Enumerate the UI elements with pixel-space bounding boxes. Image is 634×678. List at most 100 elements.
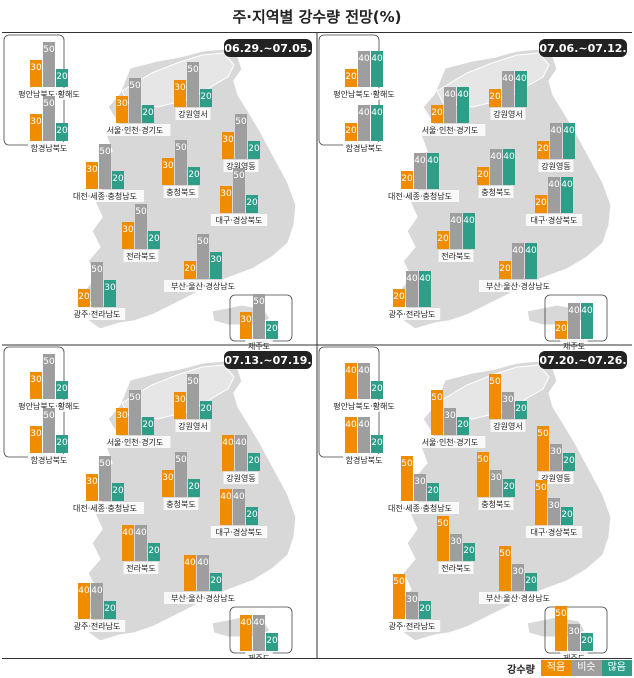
bar-value-label: 20 bbox=[427, 486, 439, 496]
bar-value-label: 20 bbox=[371, 384, 383, 394]
bar-value-label: 40 bbox=[581, 306, 593, 316]
region-label-bg bbox=[163, 186, 199, 198]
bar-value-label: 20 bbox=[246, 510, 258, 520]
bar-value-label: 40 bbox=[358, 108, 370, 118]
bar-value-label: 30 bbox=[444, 411, 456, 421]
bar-value-label: 40 bbox=[512, 246, 524, 256]
region-label-bg bbox=[223, 472, 259, 484]
bar-value-label: 30 bbox=[30, 429, 42, 439]
bar-high bbox=[246, 195, 258, 213]
bar-value-label: 40 bbox=[122, 528, 134, 538]
bar-value-label: 50 bbox=[99, 459, 111, 469]
bar-value-label: 30 bbox=[116, 99, 128, 109]
region-label-bg bbox=[223, 160, 259, 172]
bar-high bbox=[419, 601, 431, 619]
bar-high bbox=[463, 213, 475, 249]
region-label-bg bbox=[490, 108, 526, 120]
bar-normal bbox=[414, 153, 426, 189]
bar-value-label: 30 bbox=[548, 501, 560, 511]
bar-value-label: 20 bbox=[393, 292, 405, 302]
region-label: 대구·경상북도 bbox=[216, 215, 263, 225]
region-label: 대전·세종·충청남도 bbox=[73, 191, 137, 201]
bar-value-label: 40 bbox=[568, 306, 580, 316]
period-label: 07.20.~07.26. bbox=[539, 354, 626, 367]
bar-normal bbox=[99, 144, 111, 189]
region-label: 전라북도 bbox=[441, 251, 470, 261]
bar-normal bbox=[550, 444, 562, 471]
region-label: 부산·울산·경상남도 bbox=[486, 593, 550, 603]
region-label-bg bbox=[414, 436, 486, 448]
bar-low bbox=[535, 195, 547, 213]
bar-normal bbox=[235, 435, 247, 471]
bar-low bbox=[162, 470, 174, 497]
region-label-bg bbox=[68, 620, 126, 632]
region-label: 제주도 bbox=[248, 654, 270, 659]
bar-value-label: 20 bbox=[142, 420, 154, 430]
bar-normal bbox=[43, 408, 55, 453]
bar-normal bbox=[135, 525, 147, 561]
bar-low bbox=[78, 583, 90, 619]
bar-value-label: 50 bbox=[175, 455, 187, 465]
bar-value-label: 40 bbox=[457, 90, 469, 100]
bar-high bbox=[56, 435, 68, 453]
region-label: 대전·세종·충청남도 bbox=[388, 191, 452, 201]
bar-value-label: 30 bbox=[490, 473, 502, 483]
region-label: 광주·전라남도 bbox=[389, 621, 436, 631]
bar-value-label: 50 bbox=[43, 357, 55, 367]
bar-value-label: 30 bbox=[450, 537, 462, 547]
bar-value-label: 50 bbox=[43, 99, 55, 109]
bar-low bbox=[30, 426, 42, 453]
bar-value-label: 30 bbox=[174, 83, 186, 93]
bar-high bbox=[561, 177, 573, 213]
bar-normal bbox=[550, 123, 562, 159]
bar-low bbox=[30, 60, 42, 87]
bar-low bbox=[499, 261, 511, 279]
bar-value-label: 20 bbox=[419, 604, 431, 614]
bar-low bbox=[174, 80, 186, 107]
bar-value-label: 30 bbox=[30, 117, 42, 127]
region-label: 대전·세종·충청남도 bbox=[388, 503, 452, 513]
region-label: 충청북도 bbox=[481, 500, 510, 509]
bar-high bbox=[563, 123, 575, 159]
bar-value-label: 40 bbox=[358, 366, 370, 376]
region-label-bg bbox=[210, 214, 268, 226]
bar-value-label: 30 bbox=[502, 395, 514, 405]
bar-value-label: 30 bbox=[162, 161, 174, 171]
region-label-bg bbox=[175, 420, 211, 432]
bar-value-label: 20 bbox=[188, 170, 200, 180]
bar-value-label: 50 bbox=[401, 459, 413, 469]
bar-low bbox=[537, 141, 549, 159]
region-label: 전라북도 bbox=[126, 251, 155, 261]
bar-normal bbox=[197, 555, 209, 591]
region-label: 강원영서 bbox=[178, 421, 207, 431]
bar-value-label: 20 bbox=[142, 108, 154, 118]
region-label-bg bbox=[538, 472, 574, 484]
region-label: 서울·인천·경기도 bbox=[107, 125, 164, 135]
period-label: 07.06.~07.12. bbox=[539, 42, 626, 55]
region-label-bg bbox=[163, 498, 199, 510]
bar-low bbox=[489, 374, 501, 419]
bar-value-label: 40 bbox=[427, 156, 439, 166]
legend-item-high: 많음 bbox=[601, 660, 632, 676]
region-label: 대구·경상북도 bbox=[531, 215, 578, 225]
legend-item-normal: 비슷 bbox=[571, 660, 602, 676]
bar-normal bbox=[43, 42, 55, 87]
region-label-bg bbox=[175, 108, 211, 120]
bar-value-label: 30 bbox=[86, 477, 98, 487]
bar-value-label: 20 bbox=[188, 482, 200, 492]
bar-high bbox=[371, 105, 383, 141]
bar-low bbox=[78, 289, 90, 307]
bar-value-label: 50 bbox=[43, 411, 55, 421]
region-label: 광주·전라남도 bbox=[74, 309, 121, 319]
region-label: 평안남북도·황해도 bbox=[18, 401, 79, 411]
bar-normal bbox=[568, 303, 580, 339]
bar-value-label: 20 bbox=[200, 404, 212, 414]
bar-low bbox=[345, 363, 357, 399]
bar-normal bbox=[197, 234, 209, 279]
bar-value-label: 30 bbox=[240, 315, 252, 325]
bar-high bbox=[503, 479, 515, 497]
region-label-bg bbox=[13, 400, 85, 412]
bar-high bbox=[427, 153, 439, 189]
region-label-bg bbox=[560, 340, 588, 352]
bar-value-label: 50 bbox=[489, 377, 501, 387]
